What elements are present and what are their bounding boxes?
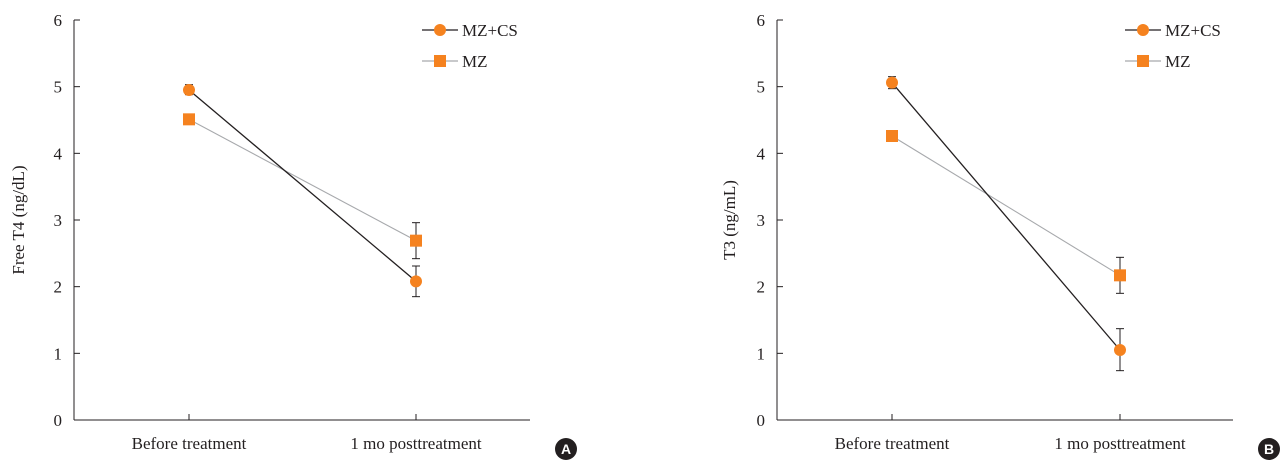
y-tick-label: 4 xyxy=(757,144,766,163)
y-tick-label: 1 xyxy=(757,344,766,363)
y-tick-label: 0 xyxy=(757,411,766,430)
legend-label: MZ xyxy=(1165,52,1191,71)
panel-badge: A xyxy=(555,438,577,460)
data-point-square xyxy=(183,113,195,126)
data-point-circle xyxy=(183,84,195,96)
legend: MZ+CS MZ xyxy=(422,21,518,71)
data-point-circle xyxy=(410,275,422,288)
y-tick-label: 5 xyxy=(757,78,766,97)
y-axis-title: Free T4 (ng/dL) xyxy=(9,165,28,274)
chart-panel-a: 0 1 2 3 4 5 6 Before treatment 1 mo posttreatmen… xyxy=(9,11,577,460)
y-axis-title: T3 (ng/mL) xyxy=(720,180,739,260)
data-point-square xyxy=(886,130,898,142)
y-tick-label: 6 xyxy=(54,11,63,30)
y-tick-label: 4 xyxy=(54,144,63,163)
legend-label: MZ+CS xyxy=(462,21,518,40)
y-tick-label: 6 xyxy=(757,11,766,30)
legend-label: MZ xyxy=(462,52,488,71)
data-point-square xyxy=(410,234,422,247)
series-line xyxy=(188,118,417,242)
series-mz xyxy=(183,113,422,260)
series-mz xyxy=(886,130,1126,294)
data-point-circle xyxy=(1114,344,1126,356)
panel-badge-circle xyxy=(555,438,577,460)
data-point-circle xyxy=(886,76,898,89)
data-point-square xyxy=(1114,269,1126,282)
y-tick-label: 2 xyxy=(757,278,766,297)
y-tick-label: 3 xyxy=(757,211,766,230)
series-mz-cs xyxy=(886,76,1126,372)
y-tick-label: 2 xyxy=(54,278,63,297)
legend: MZ+CS MZ xyxy=(1125,21,1221,71)
series-line xyxy=(891,135,1121,276)
legend-marker-circle xyxy=(434,24,446,36)
y-tick-label: 3 xyxy=(54,211,63,230)
chart-panel-b: 0 1 2 3 4 5 6 Before treatment 1 mo posttreatmen… xyxy=(720,11,1280,460)
y-tick-label: 5 xyxy=(54,78,63,97)
series-mz-cs xyxy=(183,84,422,298)
panel-badge: B xyxy=(1258,438,1280,460)
x-tick-label: Before treatment xyxy=(835,434,950,453)
legend-marker-circle xyxy=(1137,24,1149,36)
x-tick-label: Before treatment xyxy=(132,434,247,453)
legend-marker-square xyxy=(1137,55,1149,67)
y-tick-label: 1 xyxy=(54,344,63,363)
legend-marker-square xyxy=(434,55,446,67)
x-tick-label: 1 mo posttreatment xyxy=(1054,434,1186,453)
series-line xyxy=(891,82,1121,351)
legend-label: MZ+CS xyxy=(1165,21,1221,40)
series-line xyxy=(188,89,417,282)
panel-badge-label: B xyxy=(1264,441,1274,457)
panel-badge-label: A xyxy=(561,441,571,457)
panel-badge-circle xyxy=(1258,438,1280,460)
x-tick-label: 1 mo posttreatment xyxy=(350,434,482,453)
y-tick-label: 0 xyxy=(54,411,63,430)
